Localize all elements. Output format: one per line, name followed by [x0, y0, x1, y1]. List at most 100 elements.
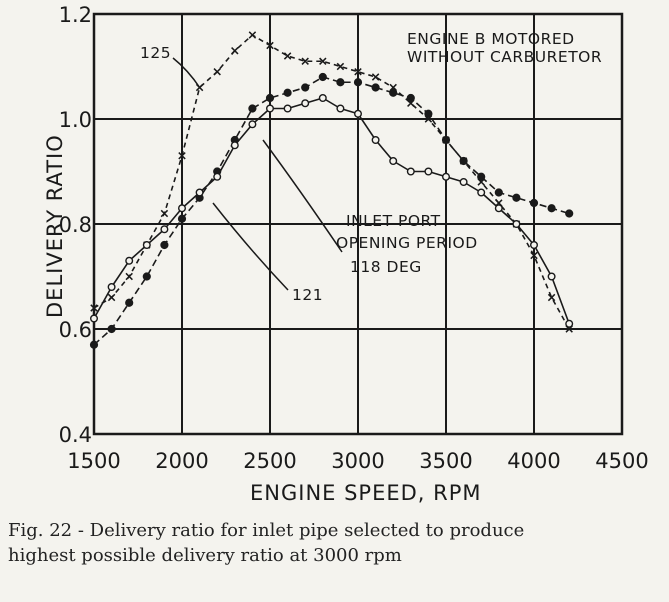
- data-point: [459, 177, 468, 186]
- data-point: [512, 193, 521, 202]
- data-point: [354, 109, 363, 118]
- data-point: [353, 78, 363, 87]
- data-point: [547, 272, 556, 281]
- data-point: [301, 83, 310, 92]
- data-point: [459, 156, 468, 166]
- y-tick-label: 0.8: [59, 213, 92, 237]
- data-point: [248, 120, 257, 129]
- data-point: [547, 293, 556, 302]
- data-point: [354, 68, 362, 76]
- x-tick-label: 3500: [419, 449, 472, 473]
- data-point: [530, 240, 539, 249]
- data-point: [389, 88, 398, 97]
- data-point: [248, 31, 257, 39]
- data-point: [248, 104, 257, 113]
- data-point: [160, 209, 169, 218]
- caption-line2: highest possible delivery ratio at 3000 …: [8, 545, 402, 566]
- data-point: [530, 251, 538, 260]
- label-121: 121: [292, 286, 323, 304]
- data-point: [125, 272, 133, 281]
- data-point: [89, 340, 99, 349]
- y-tick-label: 1.0: [59, 108, 92, 132]
- x-tick-label: 2500: [243, 449, 296, 473]
- series-line: [93, 97, 570, 325]
- series-filled-circle: [89, 72, 574, 349]
- x-tick-label: 4000: [507, 449, 560, 473]
- label-125: 125: [140, 44, 171, 62]
- y-tick-label: 1.2: [59, 3, 92, 27]
- data-point: [389, 156, 398, 165]
- y-axis-title: DELIVERY RATIO: [43, 134, 67, 318]
- leader-line-125: [172, 57, 201, 89]
- data-point: [266, 41, 274, 50]
- data-point: [424, 109, 433, 118]
- data-point: [406, 93, 415, 103]
- data-point: [565, 319, 574, 328]
- data-point: [512, 219, 521, 228]
- data-point: [318, 93, 327, 102]
- series-open-circle: [89, 93, 574, 328]
- x-tick-label: 2000: [155, 449, 208, 473]
- data-point: [477, 172, 486, 181]
- data-point: [89, 314, 98, 323]
- data-point: [283, 88, 292, 97]
- data-point: [230, 141, 239, 150]
- data-point: [107, 293, 116, 302]
- data-point: [442, 172, 451, 181]
- engine-note-line2: WITHOUT CARBURETOR: [407, 48, 602, 66]
- series-layer: [89, 31, 574, 349]
- data-point: [529, 198, 539, 208]
- plot-frame: [92, 12, 624, 436]
- data-point: [231, 47, 239, 55]
- data-point: [371, 83, 380, 92]
- label-118-deg: 118 DEG: [350, 258, 422, 276]
- data-point: [494, 204, 503, 213]
- data-point: [318, 72, 327, 82]
- data-point: [213, 172, 222, 181]
- data-point: [547, 204, 556, 213]
- data-point: [178, 152, 186, 160]
- x-tick-label: 1500: [67, 449, 120, 473]
- data-point: [441, 135, 451, 145]
- data-point: [371, 73, 380, 81]
- data-point: [336, 104, 345, 113]
- figure-caption: Fig. 22 - Delivery ratio for inlet pipe …: [8, 518, 663, 568]
- data-point: [177, 214, 187, 223]
- data-point: [90, 304, 98, 312]
- data-point: [336, 78, 345, 87]
- caption-line1: Fig. 22 - Delivery ratio for inlet pipe …: [8, 520, 525, 541]
- data-point: [424, 167, 433, 176]
- data-point: [319, 57, 327, 65]
- leader-line-121: [212, 202, 289, 291]
- data-point: [494, 188, 503, 197]
- x-axis-title: ENGINE SPEED, RPM: [250, 481, 482, 505]
- data-point: [125, 256, 134, 265]
- x-tick-label: 4500: [595, 449, 648, 473]
- data-point: [283, 52, 292, 60]
- data-point: [301, 99, 310, 108]
- tick-labels: 1500 2000 2500 3000 3500 4000 4500 0.4 0.6 0.8 1.0…: [59, 3, 649, 473]
- series-x: [90, 31, 573, 333]
- series-line: [93, 76, 570, 346]
- data-point: [265, 93, 275, 103]
- data-point: [301, 57, 309, 65]
- data-point: [142, 272, 151, 281]
- data-point: [283, 104, 292, 113]
- data-point: [107, 283, 116, 292]
- engine-note-line1: ENGINE B MOTORED: [407, 30, 575, 48]
- data-point: [125, 298, 134, 307]
- data-point: [177, 204, 186, 213]
- data-point: [160, 225, 169, 234]
- data-point: [565, 209, 574, 218]
- data-point: [477, 188, 486, 197]
- x-tick-label: 3000: [331, 449, 384, 473]
- series-line: [93, 34, 570, 330]
- data-point: [195, 188, 204, 197]
- data-point: [107, 324, 116, 334]
- inlet-port-label-line2: OPENING PERIOD: [336, 234, 478, 252]
- y-tick-label: 0.6: [59, 318, 92, 342]
- data-point: [266, 104, 275, 113]
- data-point: [406, 167, 415, 176]
- data-point: [142, 240, 151, 249]
